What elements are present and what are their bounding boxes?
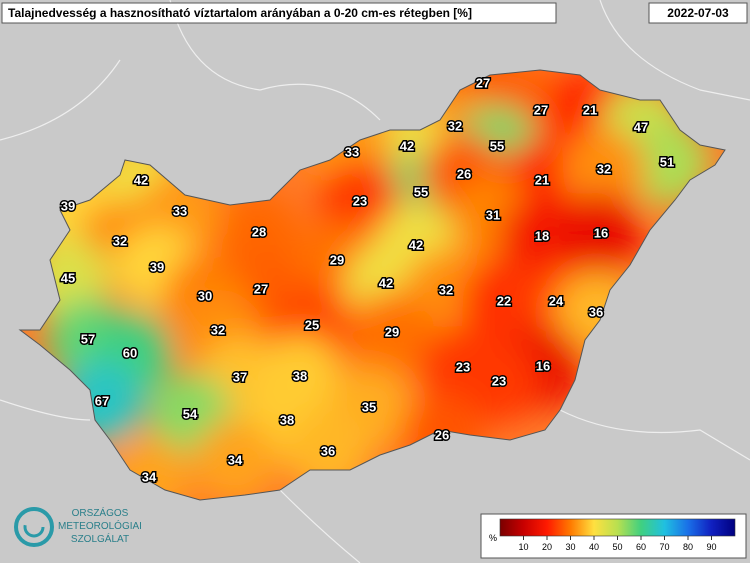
station-value: 47 [634,119,648,134]
station-value: 45 [61,270,75,285]
station-value: 42 [379,275,393,290]
station-value: 29 [385,324,399,339]
station-value: 21 [535,172,549,187]
legend-tick-label: 40 [589,542,599,552]
station-value: 33 [345,144,359,159]
station-value: 23 [492,373,506,388]
station-value: 42 [400,138,414,153]
station-value: 54 [183,406,198,421]
station-value: 32 [597,161,611,176]
station-value: 37 [233,369,247,384]
station-value: 31 [486,207,500,222]
legend-tick-label: 10 [518,542,528,552]
station-value: 27 [476,75,490,90]
station-value: 33 [173,203,187,218]
legend-tick-label: 70 [659,542,669,552]
station-value: 16 [536,358,550,373]
moisture-blob [457,340,541,424]
station-value: 42 [134,172,148,187]
legend: % 10 20 30 40 50 60 70 80 90 [489,518,736,552]
station-value: 39 [150,259,164,274]
station-value: 29 [330,252,344,267]
station-value: 26 [435,427,449,442]
date-box [648,2,748,24]
logo: ORSZÁGOS METEOROLÓGIAI SZOLGÁLAT [14,506,142,547]
moisture-blob [193,419,277,500]
moisture-blob [562,128,646,212]
station-value: 27 [254,281,268,296]
station-value: 32 [439,282,453,297]
station-value: 23 [353,193,367,208]
station-value: 26 [457,166,471,181]
station-value: 32 [448,118,462,133]
station-labels: 27 27 21 47 32 42 55 33 51 55 26 21 32 42 39 33 23 31 18 16… [59,74,675,486]
logo-text: ORSZÁGOS [72,506,129,519]
station-value: 24 [549,293,564,308]
station-value: 39 [61,198,75,213]
station-value: 21 [583,102,597,117]
station-value: 16 [594,225,608,240]
station-value: 35 [362,399,376,414]
station-value: 22 [497,293,511,308]
station-value: 36 [321,443,335,458]
station-value: 57 [81,331,95,346]
legend-unit: % [489,533,497,543]
station-value: 28 [252,224,266,239]
colorbar [499,518,736,537]
station-value: 38 [293,368,307,383]
logo-swirl [23,516,45,538]
title: Talajnedvesség a hasznosítható víztartal… [8,6,472,20]
station-value: 60 [123,345,137,360]
legend-tick-label: 50 [612,542,622,552]
legend-tick-label: 20 [542,542,552,552]
station-value: 18 [535,228,549,243]
legend-tick-label: 80 [683,542,693,552]
station-value: 25 [305,317,319,332]
date: 2022-07-03 [667,6,729,20]
station-value: 55 [414,184,428,199]
moisture-blob [350,291,434,375]
logo-text: SZOLGÁLAT [71,532,129,545]
station-value: 23 [456,359,470,374]
station-value: 51 [660,154,674,169]
logo-ring [14,507,54,547]
legend-tick-label: 90 [706,542,716,552]
station-value: 30 [198,288,212,303]
station-value: 55 [490,138,504,153]
station-value: 34 [228,452,243,467]
legend-tick-label: 30 [565,542,575,552]
legend-tick-label: 60 [636,542,646,552]
logo-text: METEOROLÓGIAI [58,519,142,532]
moisture-blob [559,192,643,276]
station-value: 32 [211,322,225,337]
blobs [26,70,709,500]
station-value: 38 [280,412,294,427]
moisture-blob [500,195,584,279]
station-value: 27 [534,102,548,117]
station-value: 32 [113,233,127,248]
station-value: 36 [589,304,603,319]
station-value: 42 [409,237,423,252]
station-value: 34 [142,469,157,484]
title-box [1,2,557,24]
station-value: 67 [95,393,109,408]
